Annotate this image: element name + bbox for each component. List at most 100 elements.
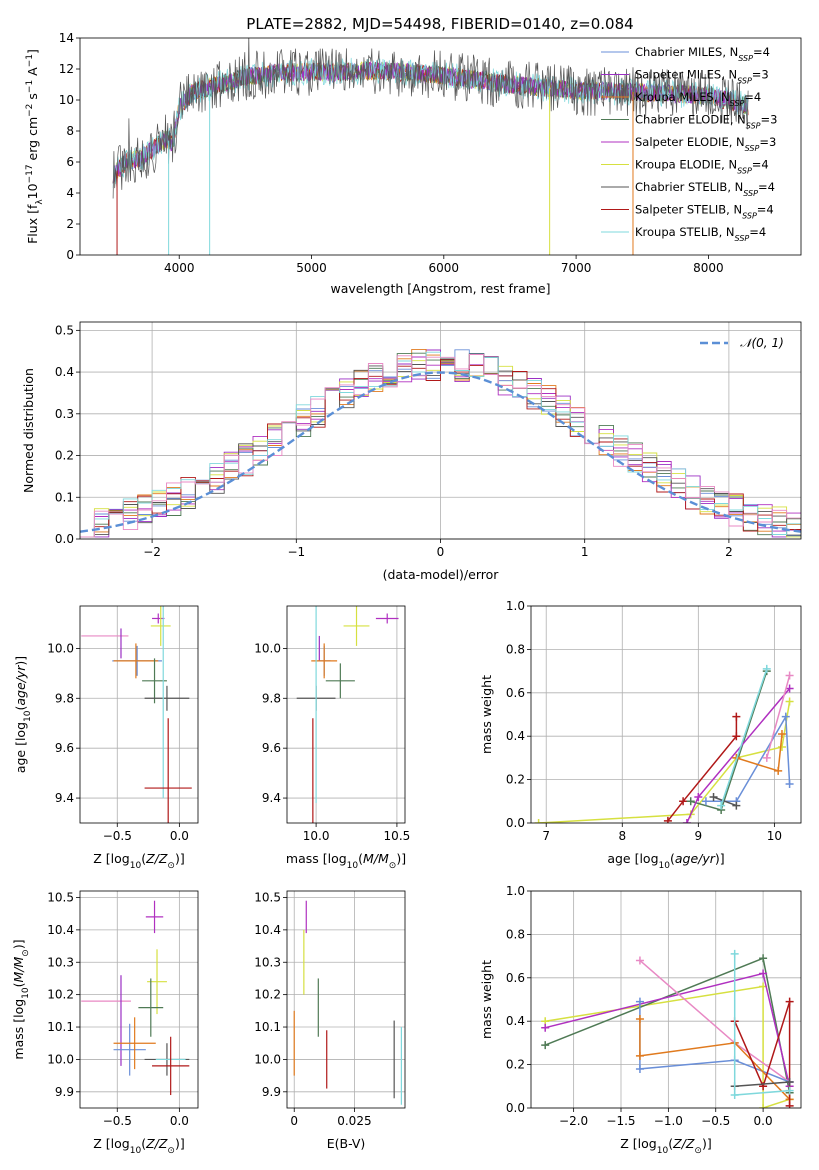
x-axis-label: wavelength [Angstrom, rest frame] [330,281,550,296]
weight-marker [732,712,741,721]
legend: Chabrier MILES, NSSP=4 Salpeter MILES, NS… [601,45,777,243]
weight-line [690,670,768,811]
y-tick-label: 6 [66,155,74,169]
y-tick-label: 9.9 [262,1085,281,1099]
y-tick-label: 10.3 [47,955,74,969]
plot-area [534,664,794,823]
weight-marker [785,779,794,788]
weight-marker [635,1064,644,1073]
mass-weight-vs-metallicity-panel: −2.0 −1.5 −1.0 −0.5 0.0 0.0 0.2 0.4 0.6 0.8 1.0 Z [… [479,884,802,1156]
plot-area [81,900,190,1096]
x-tick-label: 10.0 [303,829,330,843]
x-tick-label: −1 [287,545,305,559]
weight-marker [709,792,718,801]
plot-area [293,900,402,1105]
legend-label: Salpeter STELIB, NSSP=4 [635,203,774,221]
x-tick-label: 1 [581,545,589,559]
y-tick-label: 1.0 [506,884,525,898]
weight-marker [541,1023,550,1032]
weight-series [701,712,794,806]
y-tick-label: 4 [66,186,74,200]
weight-line [713,796,737,807]
legend-label: Chabrier STELIB, NSSP=4 [635,180,775,198]
y-tick-label: 10.0 [254,1052,281,1066]
errorbar-point [147,949,167,1015]
weight-marker [732,801,741,810]
weight-marker [663,816,672,823]
weight-line [639,1019,791,1100]
y-tick-label: 0.4 [55,365,74,379]
weight-series [730,1077,794,1091]
figure-title: PLATE=2882, MJD=54498, FIBERID=0140, z=0… [246,15,633,33]
x-tick-label: −2.0 [559,1114,588,1128]
weight-marker [785,1101,794,1108]
y-tick-label: 0.8 [506,642,525,656]
x-tick-label: −0.5 [103,829,132,843]
weight-marker [777,730,786,739]
legend-label: Kroupa ELODIE, NSSP=4 [635,158,769,176]
gaussian-curve [80,371,801,533]
y-tick-label: 0.6 [506,686,525,700]
y-tick-label: 1.0 [506,599,525,613]
x-tick-label: 0.0 [170,829,189,843]
x-tick-label: −0.5 [103,1114,132,1128]
errorbar-point [152,613,165,624]
weight-marker [534,819,543,823]
weight-marker [785,671,794,680]
y-tick-label: 10.1 [47,1020,74,1034]
weight-marker [777,743,786,752]
spectrum-panel: 4000 5000 6000 7000 8000 0 2 4 6 8 10 12 14 wavelengt… [25,31,802,296]
weight-line [545,985,790,1108]
weight-marker [759,954,768,963]
y-tick-label: 10.0 [254,641,281,655]
legend-label: Chabrier ELODIE, NSSP=3 [635,113,777,131]
errorbar-point [138,978,164,1037]
y-tick-label: 8 [66,124,74,138]
weight-marker [785,684,794,693]
weight-marker [694,792,703,801]
y-tick-label: 10.4 [254,923,281,937]
errorbar-point [144,718,192,823]
weight-marker [774,766,783,775]
residual-histogram-panel: −2 −1 0 1 2 0.0 0.1 0.2 0.3 0.4 0.5 (data-model)/er… [21,321,802,582]
weight-marker [762,664,771,673]
y-axis-label: Normed distribution [21,368,36,493]
axes-frame [530,890,802,1109]
histogram-step [80,351,801,538]
y-tick-label: 2 [66,217,74,231]
plot-area [112,38,749,255]
x-axis-label: Z [log10(Z/Z⊙)] [620,1136,711,1156]
weight-series [730,949,794,1099]
weight-marker [635,1051,644,1060]
y-axis-label: mass [log10(M/M⊙)] [11,939,31,1059]
x-tick-label: 9 [695,829,703,843]
weight-line [734,1001,791,1106]
weight-series [682,684,794,823]
weight-marker [686,797,695,806]
y-tick-label: 10 [59,93,74,107]
mass-weight-vs-age-panel: 7 8 9 10 0.0 0.2 0.4 0.6 0.8 1.0 age [log10(age/yr… [479,599,802,871]
weight-marker [759,1104,768,1108]
x-tick-label: −0.5 [701,1114,730,1128]
y-tick-label: 0.6 [506,971,525,985]
weight-series [686,667,771,814]
weight-line [720,668,768,806]
legend-label: Chabrier MILES, NSSP=4 [635,45,770,63]
x-tick-label: −2 [143,545,161,559]
spectrum-line [112,38,749,199]
x-tick-label: 0 [437,545,445,559]
x-tick-label: 8000 [693,261,724,275]
weight-series [663,712,741,823]
axes-frame [530,605,802,824]
errorbar-point [113,643,159,679]
errorbar-point [343,606,370,646]
x-tick-label: −1.5 [606,1114,635,1128]
legend-label: Kroupa MILES, NSSP=4 [635,90,761,108]
y-axis-label: age [log10(age/yr)] [13,656,33,773]
legend-label: Salpeter ELODIE, NSSP=3 [635,135,776,153]
x-tick-label: 10 [767,829,782,843]
errorbar-point [113,1023,146,1076]
y-tick-label: 14 [59,31,74,45]
weight-marker [682,819,691,823]
y-tick-label: 9.8 [55,691,74,705]
